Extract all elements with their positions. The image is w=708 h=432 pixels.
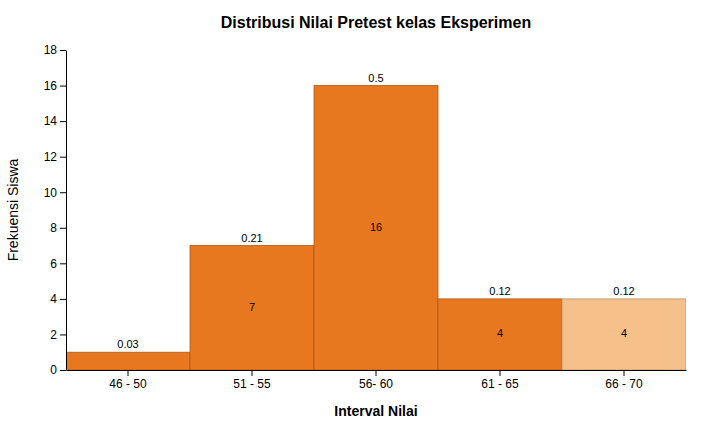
y-tick-label: 18: [44, 43, 58, 57]
y-tick-label: 8: [50, 221, 57, 235]
y-tick: 10: [44, 186, 66, 200]
y-tick-mark: [60, 157, 66, 158]
x-tick-mark: [376, 370, 377, 376]
y-tick: 12: [44, 150, 66, 164]
x-tick-mark: [252, 370, 253, 376]
x-tick-label: 61 - 65: [481, 377, 519, 391]
y-tick-label: 12: [44, 150, 58, 164]
relative-freq-label: 0.03: [117, 338, 138, 350]
y-tick-mark: [60, 50, 66, 51]
bar: [562, 299, 686, 370]
x-tick: 46 - 50: [109, 370, 147, 391]
bars: [66, 86, 686, 370]
y-tick-label: 6: [50, 257, 57, 271]
y-tick-mark: [60, 121, 66, 122]
relative-freq-label: 0.21: [241, 232, 262, 244]
relative-freq-label: 0.12: [489, 285, 510, 297]
x-tick-label: 51 - 55: [233, 377, 271, 391]
relative-freq-label: 0.12: [613, 285, 634, 297]
y-axis: 0 2 4 6 8 10 12 14 16 18: [44, 43, 67, 377]
y-tick: 0: [50, 363, 66, 377]
y-tick-mark: [60, 228, 66, 229]
y-tick-mark: [60, 299, 66, 300]
y-tick-label: 16: [44, 79, 58, 93]
y-tick-label: 10: [44, 186, 58, 200]
x-tick: 61 - 65: [481, 370, 519, 391]
x-tick: 51 - 55: [233, 370, 271, 391]
y-tick-label: 4: [50, 292, 57, 306]
bar: [314, 86, 438, 370]
y-tick-mark: [60, 263, 66, 264]
x-tick-mark: [128, 370, 129, 376]
y-tick: 18: [44, 43, 66, 57]
relative-freq-label: 0.5: [368, 72, 383, 84]
y-tick-mark: [60, 86, 66, 87]
y-tick-label: 2: [50, 328, 57, 342]
value-label: 16: [370, 221, 382, 233]
annotations: 0.03 0.21 0.5 0.12 0.12 7 16 4 4: [117, 72, 634, 351]
value-label: 4: [621, 327, 627, 339]
x-tick-mark: [624, 370, 625, 376]
y-tick: 16: [44, 79, 66, 93]
y-tick: 8: [50, 221, 66, 235]
chart-svg: 46 - 50 51 - 55 56- 60 61 - 65 66 - 70 0 2 4 6 8 1…: [0, 0, 708, 432]
bar: [438, 299, 562, 370]
y-tick: 2: [50, 328, 66, 342]
value-label: 7: [249, 301, 255, 313]
bar: [66, 352, 190, 370]
x-tick: 56- 60: [359, 370, 393, 391]
plot-area: 46 - 50 51 - 55 56- 60 61 - 65 66 - 70 0 2 4 6 8 1…: [44, 43, 687, 390]
y-tick-label: 0: [50, 363, 57, 377]
y-tick-mark: [60, 370, 66, 371]
x-tick: 66 - 70: [605, 370, 643, 391]
y-axis-title: Frekuensi Siswa: [5, 158, 21, 261]
x-tick-label: 56- 60: [359, 377, 393, 391]
y-tick: 4: [50, 292, 66, 306]
y-tick-label: 14: [44, 114, 58, 128]
x-axis: 46 - 50 51 - 55 56- 60 61 - 65 66 - 70: [67, 370, 687, 391]
x-tick-label: 66 - 70: [605, 377, 643, 391]
value-label: 4: [497, 327, 503, 339]
bar: [190, 246, 314, 370]
y-tick-mark: [60, 192, 66, 193]
y-axis-line: [66, 51, 67, 371]
x-axis-title: Interval Nilai: [334, 403, 417, 419]
chart-title: Distribusi Nilai Pretest kelas Eksperime…: [221, 14, 531, 31]
x-tick-label: 46 - 50: [109, 377, 147, 391]
chart-container: 46 - 50 51 - 55 56- 60 61 - 65 66 - 70 0 2 4 6 8 1…: [0, 0, 708, 432]
y-tick: 6: [50, 257, 66, 271]
x-tick-mark: [500, 370, 501, 376]
y-tick-mark: [60, 334, 66, 335]
y-tick: 14: [44, 114, 66, 128]
